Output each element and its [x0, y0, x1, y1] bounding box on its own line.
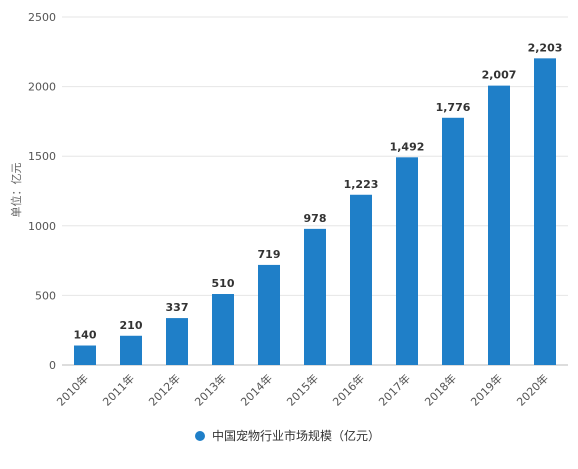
y-tick-label: 2500 [28, 11, 56, 24]
y-tick-label: 1000 [28, 220, 56, 233]
data-label: 2,007 [482, 69, 517, 82]
bar [488, 85, 510, 365]
bar [350, 194, 372, 365]
data-label: 1,223 [344, 178, 379, 191]
legend-marker [195, 431, 205, 441]
bar [396, 157, 418, 365]
data-label: 337 [166, 301, 189, 314]
x-tick-label: 2014年 [238, 371, 275, 408]
x-tick-label: 2015年 [284, 371, 321, 408]
x-tick-label: 2013年 [192, 371, 229, 408]
bars [74, 58, 556, 366]
bar [534, 58, 556, 365]
bar [120, 335, 142, 365]
y-tick-label: 500 [35, 289, 56, 302]
bar [258, 264, 280, 365]
x-tick-label: 2019年 [468, 371, 505, 408]
data-labels: 140 210 337 510 719 978 1,223 1,492 1,776 2,007 2,… [74, 41, 563, 341]
bar [304, 228, 326, 365]
data-label: 978 [304, 212, 327, 225]
bar [442, 117, 464, 366]
bar [74, 345, 96, 365]
data-label: 140 [74, 329, 97, 342]
y-tick-label: 0 [49, 359, 56, 372]
y-tick-label: 1500 [28, 150, 56, 163]
x-tick-label: 2020年 [514, 371, 551, 408]
bar [166, 318, 188, 365]
x-tick-label: 2017年 [376, 371, 413, 408]
y-axis-title: 单位：亿元 [9, 163, 23, 218]
x-tick-label: 2010年 [54, 371, 91, 408]
legend-label: 中国宠物行业市场规模（亿元） [212, 428, 380, 443]
data-label: 2,203 [528, 41, 563, 54]
x-tick-label: 2016年 [330, 371, 367, 408]
y-axis: 0 500 1000 1500 2000 2500 [28, 11, 56, 372]
data-label: 210 [120, 319, 143, 332]
data-label: 510 [212, 277, 235, 290]
data-label: 1,492 [390, 140, 425, 153]
bar [212, 294, 234, 365]
x-tick-label: 2018年 [422, 371, 459, 408]
legend: 中国宠物行业市场规模（亿元） [195, 428, 380, 443]
x-tick-label: 2011年 [100, 371, 137, 408]
grid-layer [62, 16, 568, 366]
data-label: 719 [258, 248, 281, 261]
x-tick-label: 2012年 [146, 371, 183, 408]
y-tick-label: 2000 [28, 81, 56, 94]
data-label: 1,776 [436, 101, 471, 114]
x-axis: 2010年 2011年 2012年 2013年 2014年 2015年 2016年 2017年… [54, 371, 551, 408]
